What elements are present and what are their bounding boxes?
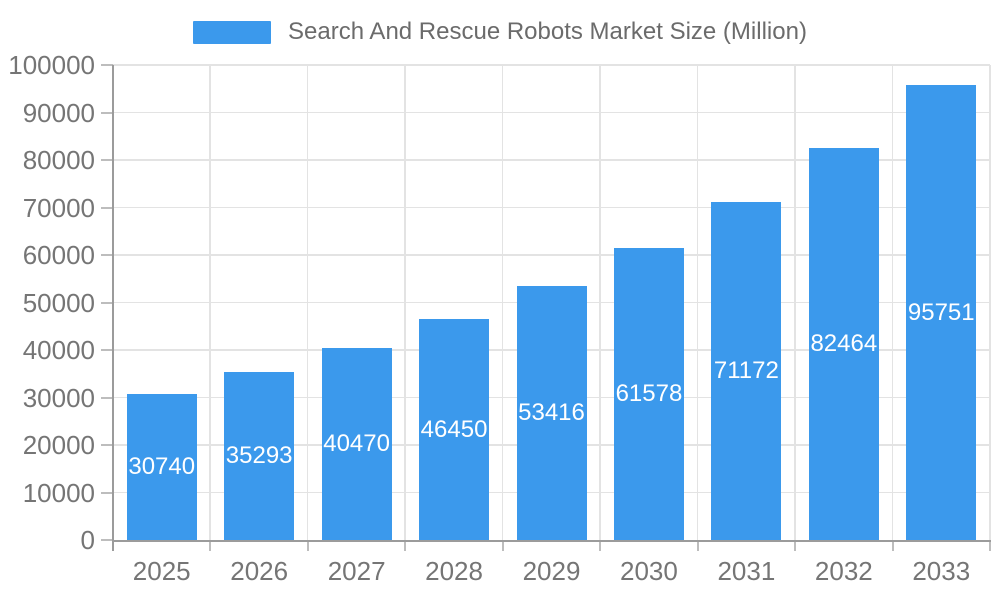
gridline-vertical: [794, 65, 796, 540]
bar-2028[interactable]: 46450: [419, 319, 490, 540]
y-axis-label: 70000: [22, 192, 95, 223]
y-axis-label: 0: [80, 525, 95, 555]
y-axis-tick: [101, 491, 113, 494]
y-axis-label: 40000: [22, 335, 95, 365]
bar-value-label: 46450: [420, 415, 488, 443]
gridline-horizontal: [113, 64, 990, 66]
y-axis-tick: [101, 159, 113, 161]
bar-2026[interactable]: 35293: [224, 372, 295, 540]
y-axis-tick: [101, 444, 113, 446]
x-axis-label: 2028: [425, 556, 483, 586]
y-axis-tick: [101, 349, 113, 351]
y-axis-label: 30000: [22, 382, 95, 413]
bar-value-label: 35293: [225, 442, 293, 470]
x-axis-label: 2032: [814, 556, 873, 586]
bar-value-label: 82464: [810, 330, 878, 358]
x-axis-tick: [404, 540, 407, 551]
x-axis-tick: [794, 540, 797, 551]
x-axis-tick: [209, 540, 212, 551]
y-axis-tick: [101, 396, 113, 399]
x-axis-label: 2025: [132, 556, 191, 586]
y-axis-tick: [101, 111, 113, 114]
gridline-vertical: [501, 65, 504, 540]
y-axis-tick: [101, 254, 113, 256]
y-axis-tick: [101, 64, 113, 66]
bar-value-label: 40470: [323, 429, 390, 457]
x-axis-tick: [989, 540, 991, 551]
y-axis-label: 20000: [22, 430, 95, 460]
legend-swatch: [193, 20, 272, 44]
gridline-vertical: [404, 65, 406, 540]
bar-2030[interactable]: 61578: [613, 247, 684, 540]
bar-value-label: 30740: [128, 453, 196, 480]
gridline-vertical: [696, 65, 699, 540]
x-axis-label: 2029: [522, 556, 581, 586]
x-axis-label: 2026: [230, 556, 289, 586]
plot-area: 0 10000 20000 30000 40000 50000 60000 70000 8000…: [8, 52, 991, 586]
x-axis-tick: [891, 540, 894, 551]
y-axis-label: 80000: [22, 145, 95, 175]
gridline-vertical: [891, 65, 894, 540]
bar-value-label: 95751: [907, 298, 975, 326]
gridline-vertical: [306, 65, 309, 540]
y-axis-line: [112, 65, 114, 551]
gridline-horizontal: [113, 159, 990, 161]
bar-2027[interactable]: 40470: [321, 347, 392, 540]
y-axis-tick: [101, 301, 113, 304]
bar-2025[interactable]: 30740: [126, 394, 197, 540]
x-axis-tick: [599, 540, 602, 551]
y-axis-label: 90000: [22, 97, 95, 128]
x-axis-label: 2031: [717, 556, 776, 586]
legend-item[interactable]: Search And Rescue Robots Market Size (Mi…: [0, 20, 1000, 44]
gridline-vertical: [599, 65, 601, 540]
bar-2029[interactable]: 53416: [516, 286, 587, 540]
x-axis-line: [112, 540, 991, 542]
y-axis-tick: [101, 539, 113, 541]
y-axis-label: 50000: [22, 287, 95, 318]
bar-2033[interactable]: 95751: [906, 85, 977, 540]
y-axis-label: 60000: [22, 240, 95, 270]
x-axis-tick: [501, 540, 504, 551]
bar-value-label: 71172: [713, 356, 779, 384]
gridline-vertical: [209, 65, 211, 540]
y-axis-label: 10000: [22, 477, 95, 508]
x-axis-tick: [306, 540, 309, 551]
y-axis-tick: [101, 206, 113, 209]
x-axis-label: 2027: [327, 556, 386, 586]
legend-label: Search And Rescue Robots Market Size (Mi…: [288, 18, 807, 45]
x-axis-tick: [696, 540, 699, 551]
gridline-horizontal: [113, 206, 990, 208]
gridline-vertical: [989, 65, 991, 540]
y-axis-label: 100000: [8, 50, 95, 80]
bar-2032[interactable]: 82464: [808, 148, 879, 540]
gridline-horizontal: [113, 254, 990, 256]
bar-2031[interactable]: 71172: [711, 201, 782, 540]
x-axis-label: 2030: [620, 556, 678, 586]
gridline-horizontal: [113, 111, 990, 113]
bar-value-label: 53416: [518, 399, 585, 427]
x-axis-label: 2033: [912, 556, 971, 586]
bar-value-label: 61578: [615, 379, 683, 407]
